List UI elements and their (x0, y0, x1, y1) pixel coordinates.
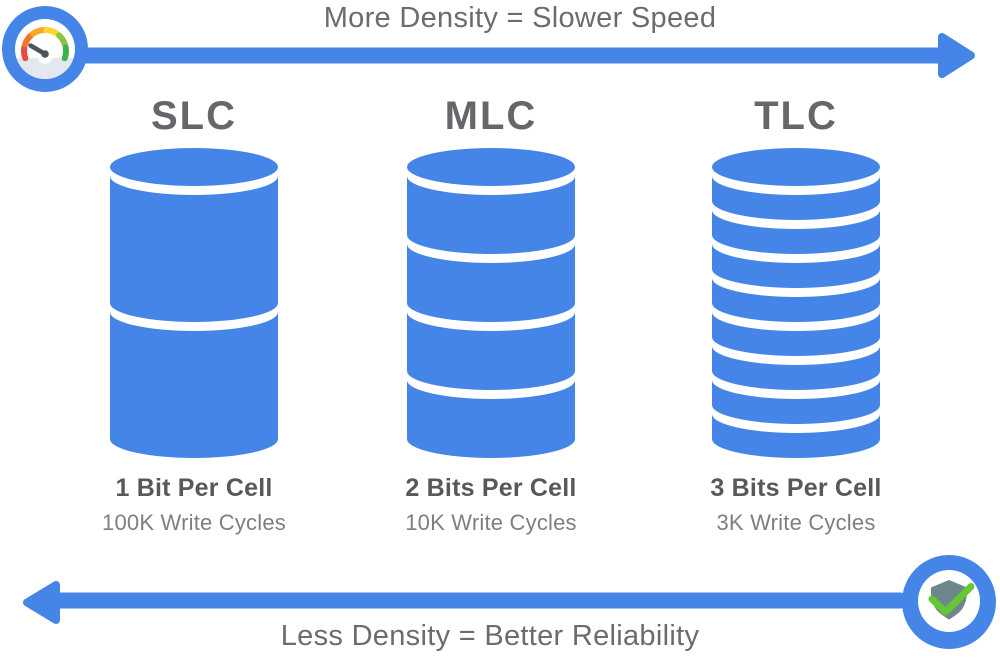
tlc-column: TLC 3 Bits Per Cell 3K Write Cycles (662, 92, 930, 536)
top-arrow-head (938, 33, 975, 78)
bits-per-cell-label-slc: 1 Bit Per Cell (115, 474, 273, 502)
top-right-arrow (70, 33, 975, 78)
gauge-segment-amber (30, 27, 47, 37)
bits-per-cell-label-tlc: 3 Bits Per Cell (710, 474, 882, 502)
bits-per-cell-label-mlc: 2 Bits Per Cell (405, 474, 577, 502)
gauge-segment-green (61, 44, 69, 62)
tlc-cylinder-icon (712, 148, 880, 458)
bottom-banner-label: Less Density = Better Reliability (280, 620, 700, 652)
mlc-cylinder-icon (407, 148, 575, 458)
slc-cylinder-icon (110, 148, 278, 458)
speedometer-icon (2, 6, 88, 92)
bottom-left-arrow (23, 581, 904, 624)
memory-type-title-slc: SLC (151, 94, 237, 138)
mlc-column: MLC 2 Bits Per Cell 10K Write Cycles (357, 92, 625, 536)
top-banner-label: More Density = Slower Speed (323, 2, 717, 34)
slc-column: SLC 1 Bit Per Cell 100K Write Cycles (60, 92, 328, 536)
gauge-segment-yellow (43, 27, 60, 37)
memory-type-title-mlc: MLC (444, 94, 538, 138)
write-cycles-label-tlc: 3K Write Cycles (716, 510, 876, 535)
gauge-segment-red (21, 44, 29, 62)
write-cycles-label-slc: 100K Write Cycles (102, 510, 286, 535)
gauge-needle-hub (41, 50, 49, 58)
bottom-arrow-head (23, 581, 60, 624)
write-cycles-label-mlc: 10K Write Cycles (405, 510, 577, 535)
top-arrow-shaft (70, 47, 946, 64)
speedometer-face-shade (16, 58, 74, 79)
shield-check-icon (902, 555, 996, 649)
check-mark (928, 583, 975, 616)
speedometer-scale (21, 27, 69, 62)
memory-type-title-tlc: TLC (754, 94, 838, 138)
bottom-arrow-shaft (52, 592, 904, 609)
